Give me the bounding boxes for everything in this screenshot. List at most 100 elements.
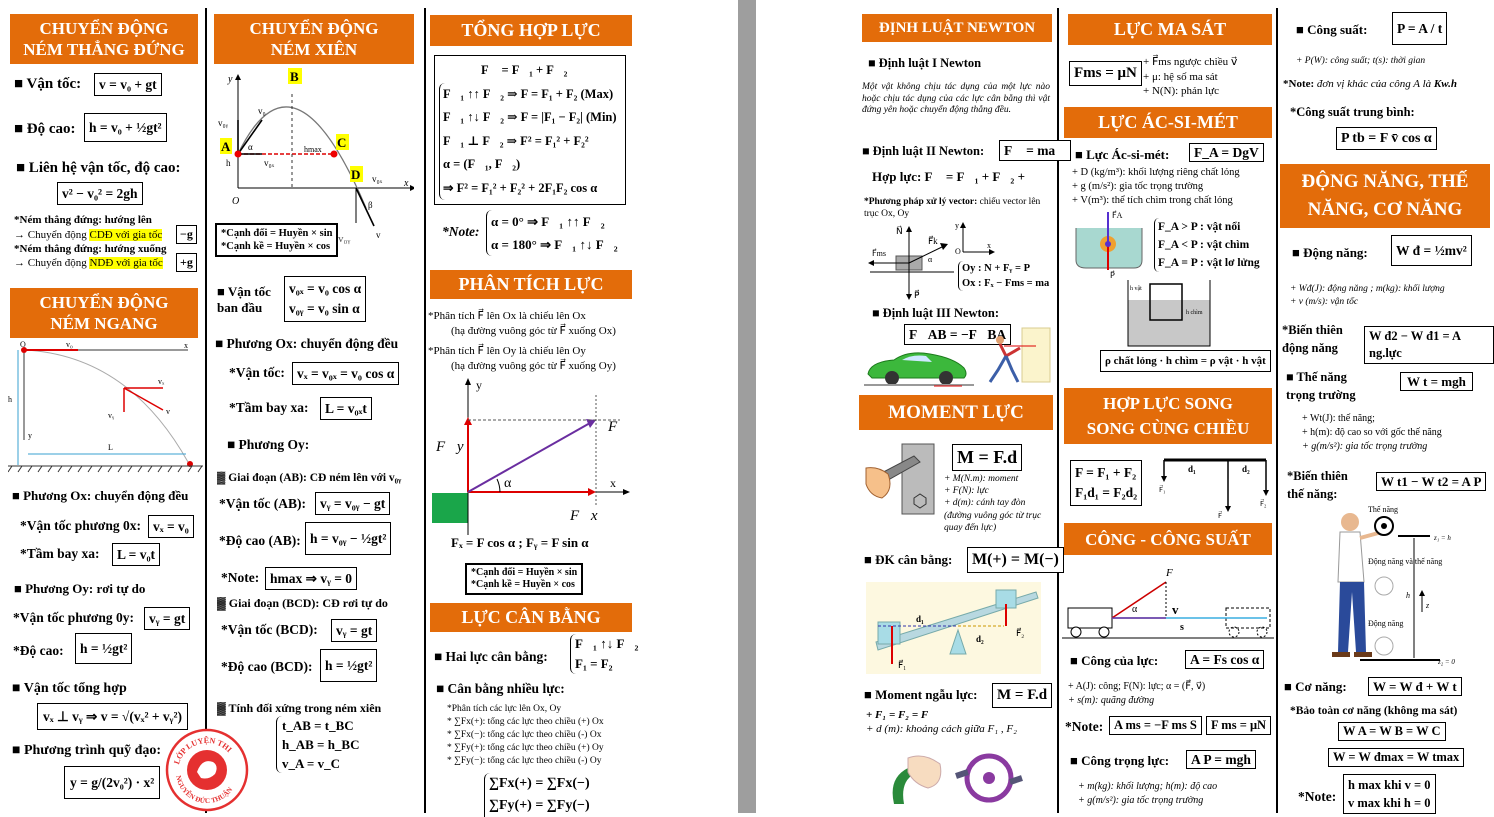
label: *Note: [221,570,260,585]
label: ■ Động năng: [1292,245,1368,260]
formula-line: α = 0° ⇒ F⃗₁ ↑↑ F⃗₂ [491,214,605,229]
point-label: D [351,167,360,182]
formula-line: F⃗ = F⃗₁ + F⃗₂ [481,63,568,77]
label: O [955,247,961,256]
force-decomposition-diagram: α y x F⃗ F⃗y F⃗x [432,378,630,535]
formula: h max khi v = 0 v max khi h = 0 [1343,774,1436,814]
note: → Chuyển động NDĐ với gia tốc [14,257,163,270]
label: v₀ [258,106,266,116]
note: + s(m): quãng đường [1068,695,1155,706]
label: F⃗ [607,419,629,435]
formula: W A = W B = W C [1338,722,1446,741]
energy-ball-figure: Thế năng Động năng và thế năng Động năng… [1332,505,1455,666]
formula: F_A > P : vật nổi F_A < P : vật chìm F_A… [1154,218,1260,272]
section-header-horizontal-throw: CHUYỂN ĐỘNG NÉM NGANG [10,288,198,338]
column-divider [205,8,207,813]
label: F⃗y [435,439,464,455]
method-label: *Phương pháp xử lý vector: [864,197,978,207]
formula: vᵧ = gt [331,619,378,642]
text: *Phân tích F⃗ lên Ox là chiếu lên Ox [428,310,586,322]
label: *Note: [1298,789,1337,804]
formula: hmax ⇒ vᵧ = 0 [265,567,358,590]
column-divider [424,8,426,813]
label: α [504,476,512,491]
formula: v² − v₀² = 2gh [57,182,143,205]
text: *Phân tích các lực lên Ox, Oy [447,704,562,714]
label: x [987,241,991,250]
label: h [1406,591,1410,600]
label: F⃗₁ [1159,485,1165,494]
section-header-newton: ĐỊNH LUẬT NEWTON [862,14,1052,42]
note: + d(m): cánh tay đòn [944,498,1026,508]
label: h vật [1130,286,1142,292]
formula: F ms = μN [1206,716,1272,735]
label: O [232,196,239,207]
formula: −g [176,225,197,244]
label: v₀ᵧ [338,233,351,245]
formula: F = F₁ + F₂ F₁d₁ = F₂d₂ [1070,460,1143,506]
label: ■ ĐK cân bằng: [864,552,953,567]
text: *Phân tích F⃗ lên Oy là chiếu lên Oy [428,345,586,357]
label: ■ Công của lực: [1070,653,1159,668]
label: ▓ Tính đối xứng trong ném xiên [217,701,382,715]
label: F⃗ [1218,511,1222,520]
formula: y = g/(2v₀²) · x² [64,766,161,799]
note: + D (kg/m³): khối lượng riêng chất lỏng [1072,167,1240,178]
label: *Biến thiên thế năng: [1287,469,1348,501]
label: N⃗ [896,225,903,236]
label: d₂ [1242,464,1250,474]
formula: A P = mgh [1186,750,1256,769]
label: ▓ Giai đoạn (AB): CĐ ném lên với v₀ᵧ [217,472,402,484]
note: *Ném thẳng đứng: hướng xuống [14,243,167,255]
label: ■ Moment ngẫu lực: [864,687,978,702]
column-divider [1276,8,1278,813]
label: s [1180,622,1184,633]
label: Thế năng [1368,505,1398,514]
label: ■ Phương Oy: [227,437,310,452]
label: x [403,178,409,189]
formula: P tb = F v̄ cos α [1336,127,1437,150]
label: α [1132,604,1138,615]
label: ■ Cơ năng: [1284,679,1347,694]
text: * ∑Fy(−): tổng các lực theo chiều (-) Oy [447,756,602,766]
formula: F⃗AB = −F⃗BA [904,324,1012,345]
formula-line: ∑Fy(+) = ∑Fy(−) [489,798,590,813]
label: v [166,407,170,416]
note: + N(N): phản lực [1143,85,1220,97]
section-header-force-sum: TỔNG HỢP LỰC [430,15,632,46]
label: v⃗ [1172,602,1189,617]
formula: W đ = ½mv² [1391,235,1472,266]
note-label: *Note: [1283,78,1315,90]
formula: vᵧ = v₀ᵧ − gt [315,492,391,515]
formula: M = F.d [952,444,1023,471]
label: v₀ᵧ [218,118,229,129]
point-label: B [290,69,299,84]
formula: W = W đmax = W tmax [1328,748,1465,767]
text: (hạ đường vuông góc từ F⃗ xuống Oy) [451,360,616,372]
label: x [610,476,616,490]
note: + g(m/s²): gia tốc trọng trường [1078,795,1204,806]
label: y [955,221,959,230]
label: ■ Định luật III Newton: [872,306,1000,320]
label: F⃗x [569,508,598,524]
label: α [248,142,253,152]
formula: L = v₀ₓt [320,397,372,420]
gutter [738,0,756,813]
label: F⃗A [1112,210,1123,220]
formula: M = F.d [992,683,1053,708]
label: *Tầm bay xa: [20,546,100,561]
section-header-work-power: CÔNG - CÔNG SUẤT [1064,523,1272,555]
label: ■ Phương Oy: rơi tự do [14,581,146,596]
seesaw-diagram: d₁ d₂ F⃗₁ F⃗₂ [866,582,1041,674]
formula: P = A / t [1392,12,1448,45]
label: L [108,443,113,452]
lever-diagram: d₁ d₂ F⃗₁ F⃗ F⃗₂ [1159,458,1269,520]
text: * ∑Fy(+): tổng các lực theo chiều (+) Oy [447,743,604,753]
note: *Note: đơn vị khác của công A là Kw.h [1283,78,1457,91]
formula: L = v₀t [112,543,160,566]
note-text: → Chuyển động [14,229,90,241]
label: y [476,378,482,392]
formula-line: ⇒ F² = F₁² + F₂² + 2F₁F₂ cos α [443,180,598,195]
label: O [20,340,26,349]
